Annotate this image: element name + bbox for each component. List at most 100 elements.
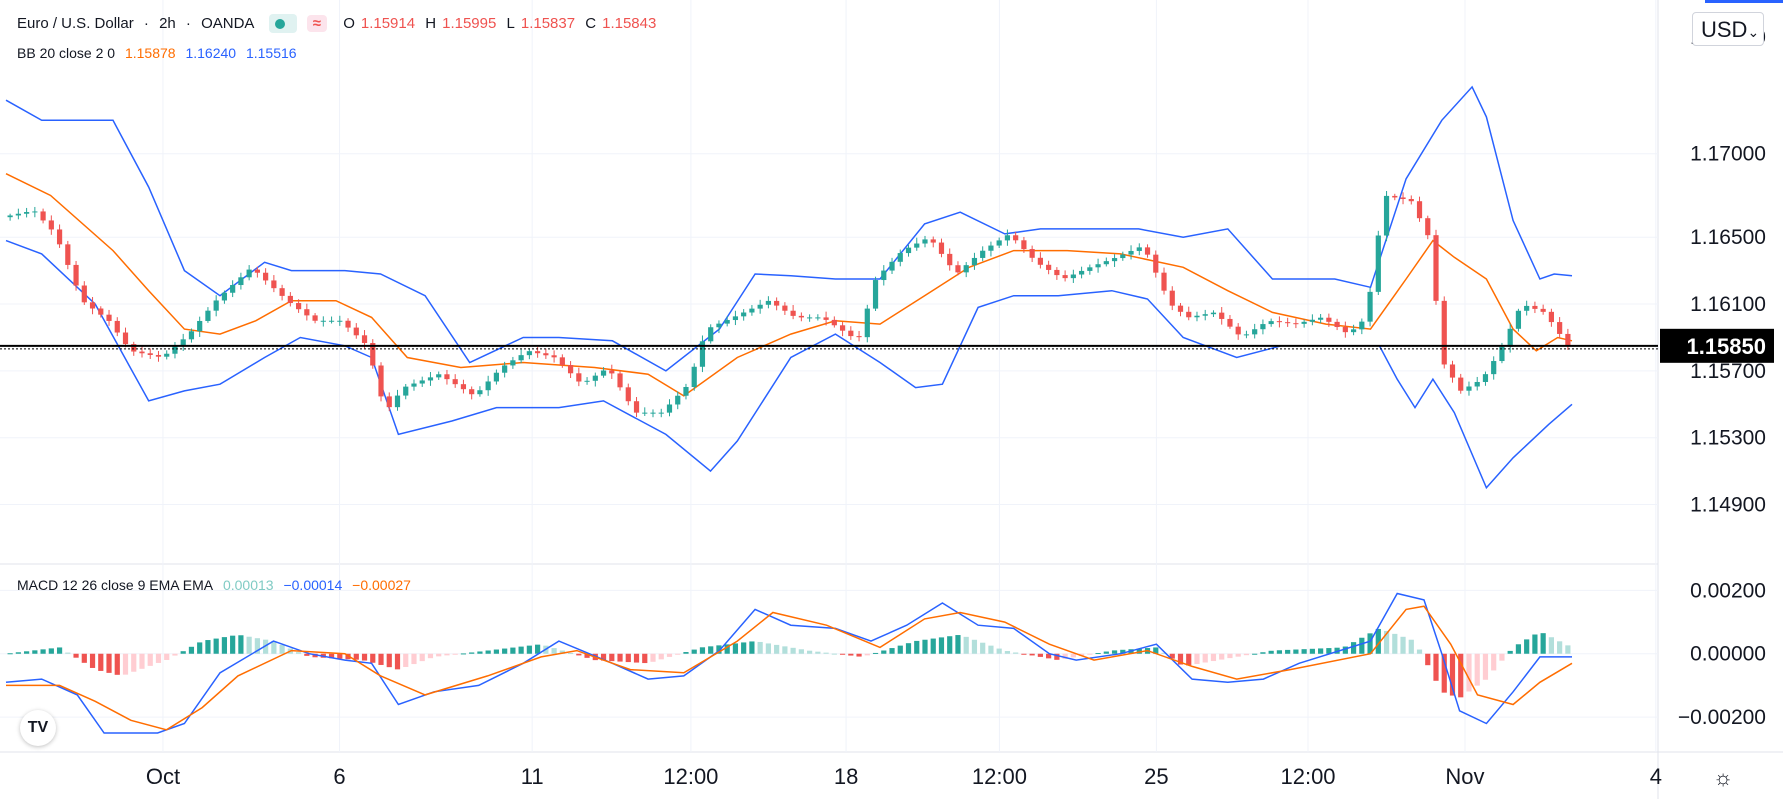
candle-body[interactable] [1037,257,1043,265]
candle-body[interactable] [485,381,491,391]
candle-body[interactable] [1252,329,1258,335]
candle-body[interactable] [287,295,293,304]
candle-body[interactable] [732,316,739,321]
candle-body[interactable] [197,320,203,332]
bb-upper-line[interactable] [5,85,1573,372]
candle-body[interactable] [823,317,829,320]
candle-body[interactable] [1449,364,1456,378]
macd-line[interactable] [5,592,1572,734]
candle-body[interactable] [444,374,450,380]
candle-body[interactable] [551,355,557,358]
candle-body[interactable] [1565,333,1571,346]
candle-body[interactable] [164,353,170,357]
candle-body[interactable] [633,401,640,413]
candle-body[interactable] [914,243,920,248]
candle-body[interactable] [1161,272,1167,291]
candle-body[interactable] [1103,261,1109,265]
candle-body[interactable] [559,357,565,366]
candle-body[interactable] [1491,361,1497,375]
candle-body[interactable] [1285,322,1291,324]
candle-body[interactable] [15,213,21,216]
candle-body[interactable] [65,244,71,265]
candle-body[interactable] [139,351,145,354]
candle-body[interactable] [642,412,648,414]
candle-body[interactable] [839,325,846,331]
last-price-label-box[interactable] [1660,328,1774,363]
candle-body[interactable] [271,280,277,289]
candle-body[interactable] [394,395,401,408]
candle-body[interactable] [848,330,854,337]
candle-body[interactable] [1177,305,1184,312]
currency-button[interactable]: USD⌄ [1692,12,1764,46]
market-status-badge[interactable] [268,14,297,33]
candle-body[interactable] [254,269,260,273]
candle-body[interactable] [609,370,615,374]
candle-body[interactable] [815,317,821,319]
candle-body[interactable] [782,305,788,311]
candle-body[interactable] [1169,290,1175,306]
candle-body[interactable] [1458,377,1464,391]
candle-body[interactable] [930,239,936,243]
candle-body[interactable] [1334,321,1340,328]
candle-body[interactable] [7,215,13,218]
candle-body[interactable] [1227,318,1233,327]
candle-body[interactable] [757,304,763,309]
candle-body[interactable] [1293,323,1299,325]
candle-body[interactable] [155,354,162,357]
candle-body[interactable] [1408,198,1414,202]
candle-body[interactable] [345,320,351,328]
candle-body[interactable] [600,370,607,376]
candle-body[interactable] [221,292,228,301]
candle-body[interactable] [897,253,903,262]
candle-body[interactable] [699,341,706,367]
candle-body[interactable] [543,353,549,356]
candle-body[interactable] [1070,274,1076,279]
candle-body[interactable] [708,327,714,342]
candle-body[interactable] [675,395,681,405]
candle-body[interactable] [1540,308,1546,312]
candle-body[interactable] [1474,381,1480,387]
candle-body[interactable] [40,211,46,221]
candle-body[interactable] [1276,321,1283,323]
candle-body[interactable] [1425,218,1431,236]
candle-body[interactable] [460,384,467,390]
candle-body[interactable] [1499,346,1505,362]
candle-body[interactable] [106,314,112,321]
candle-body[interactable] [1120,254,1126,259]
candle-body[interactable] [1128,250,1134,255]
candle-body[interactable] [922,239,928,244]
macd-signal-line[interactable] [6,605,1573,731]
candle-body[interactable] [337,320,343,322]
candle-body[interactable] [230,285,236,293]
candle-body[interactable] [1111,258,1118,262]
candle-body[interactable] [625,387,631,402]
macd-legend[interactable]: MACD 12 26 close 9 EMA EMA 0.00013 −0.00… [17,577,417,593]
candle-body[interactable] [477,390,483,395]
candle-body[interactable] [246,269,252,278]
candle-body[interactable] [386,396,392,408]
candle-body[interactable] [411,383,417,387]
candle-body[interactable] [881,270,887,281]
candle-body[interactable] [1507,328,1513,347]
candle-body[interactable] [1186,311,1192,318]
candle-body[interactable] [980,250,986,258]
candle-body[interactable] [73,264,79,286]
candle-body[interactable] [1400,197,1406,199]
candle-body[interactable] [1524,305,1530,311]
candle-body[interactable] [1557,322,1563,334]
candle-body[interactable] [1350,329,1357,333]
candle-body[interactable] [683,386,689,396]
bb-lower-line[interactable] [5,239,1573,490]
candle-body[interactable] [576,373,582,382]
candle-body[interactable] [312,315,318,321]
candle-body[interactable] [427,377,434,381]
candle-body[interactable] [361,335,368,344]
candle-body[interactable] [798,315,804,318]
candle-body[interactable] [567,365,574,374]
candle-body[interactable] [1532,305,1538,309]
bb-basis-line[interactable] [5,173,1573,397]
candle-body[interactable] [1318,317,1324,320]
candle-body[interactable] [963,265,969,273]
